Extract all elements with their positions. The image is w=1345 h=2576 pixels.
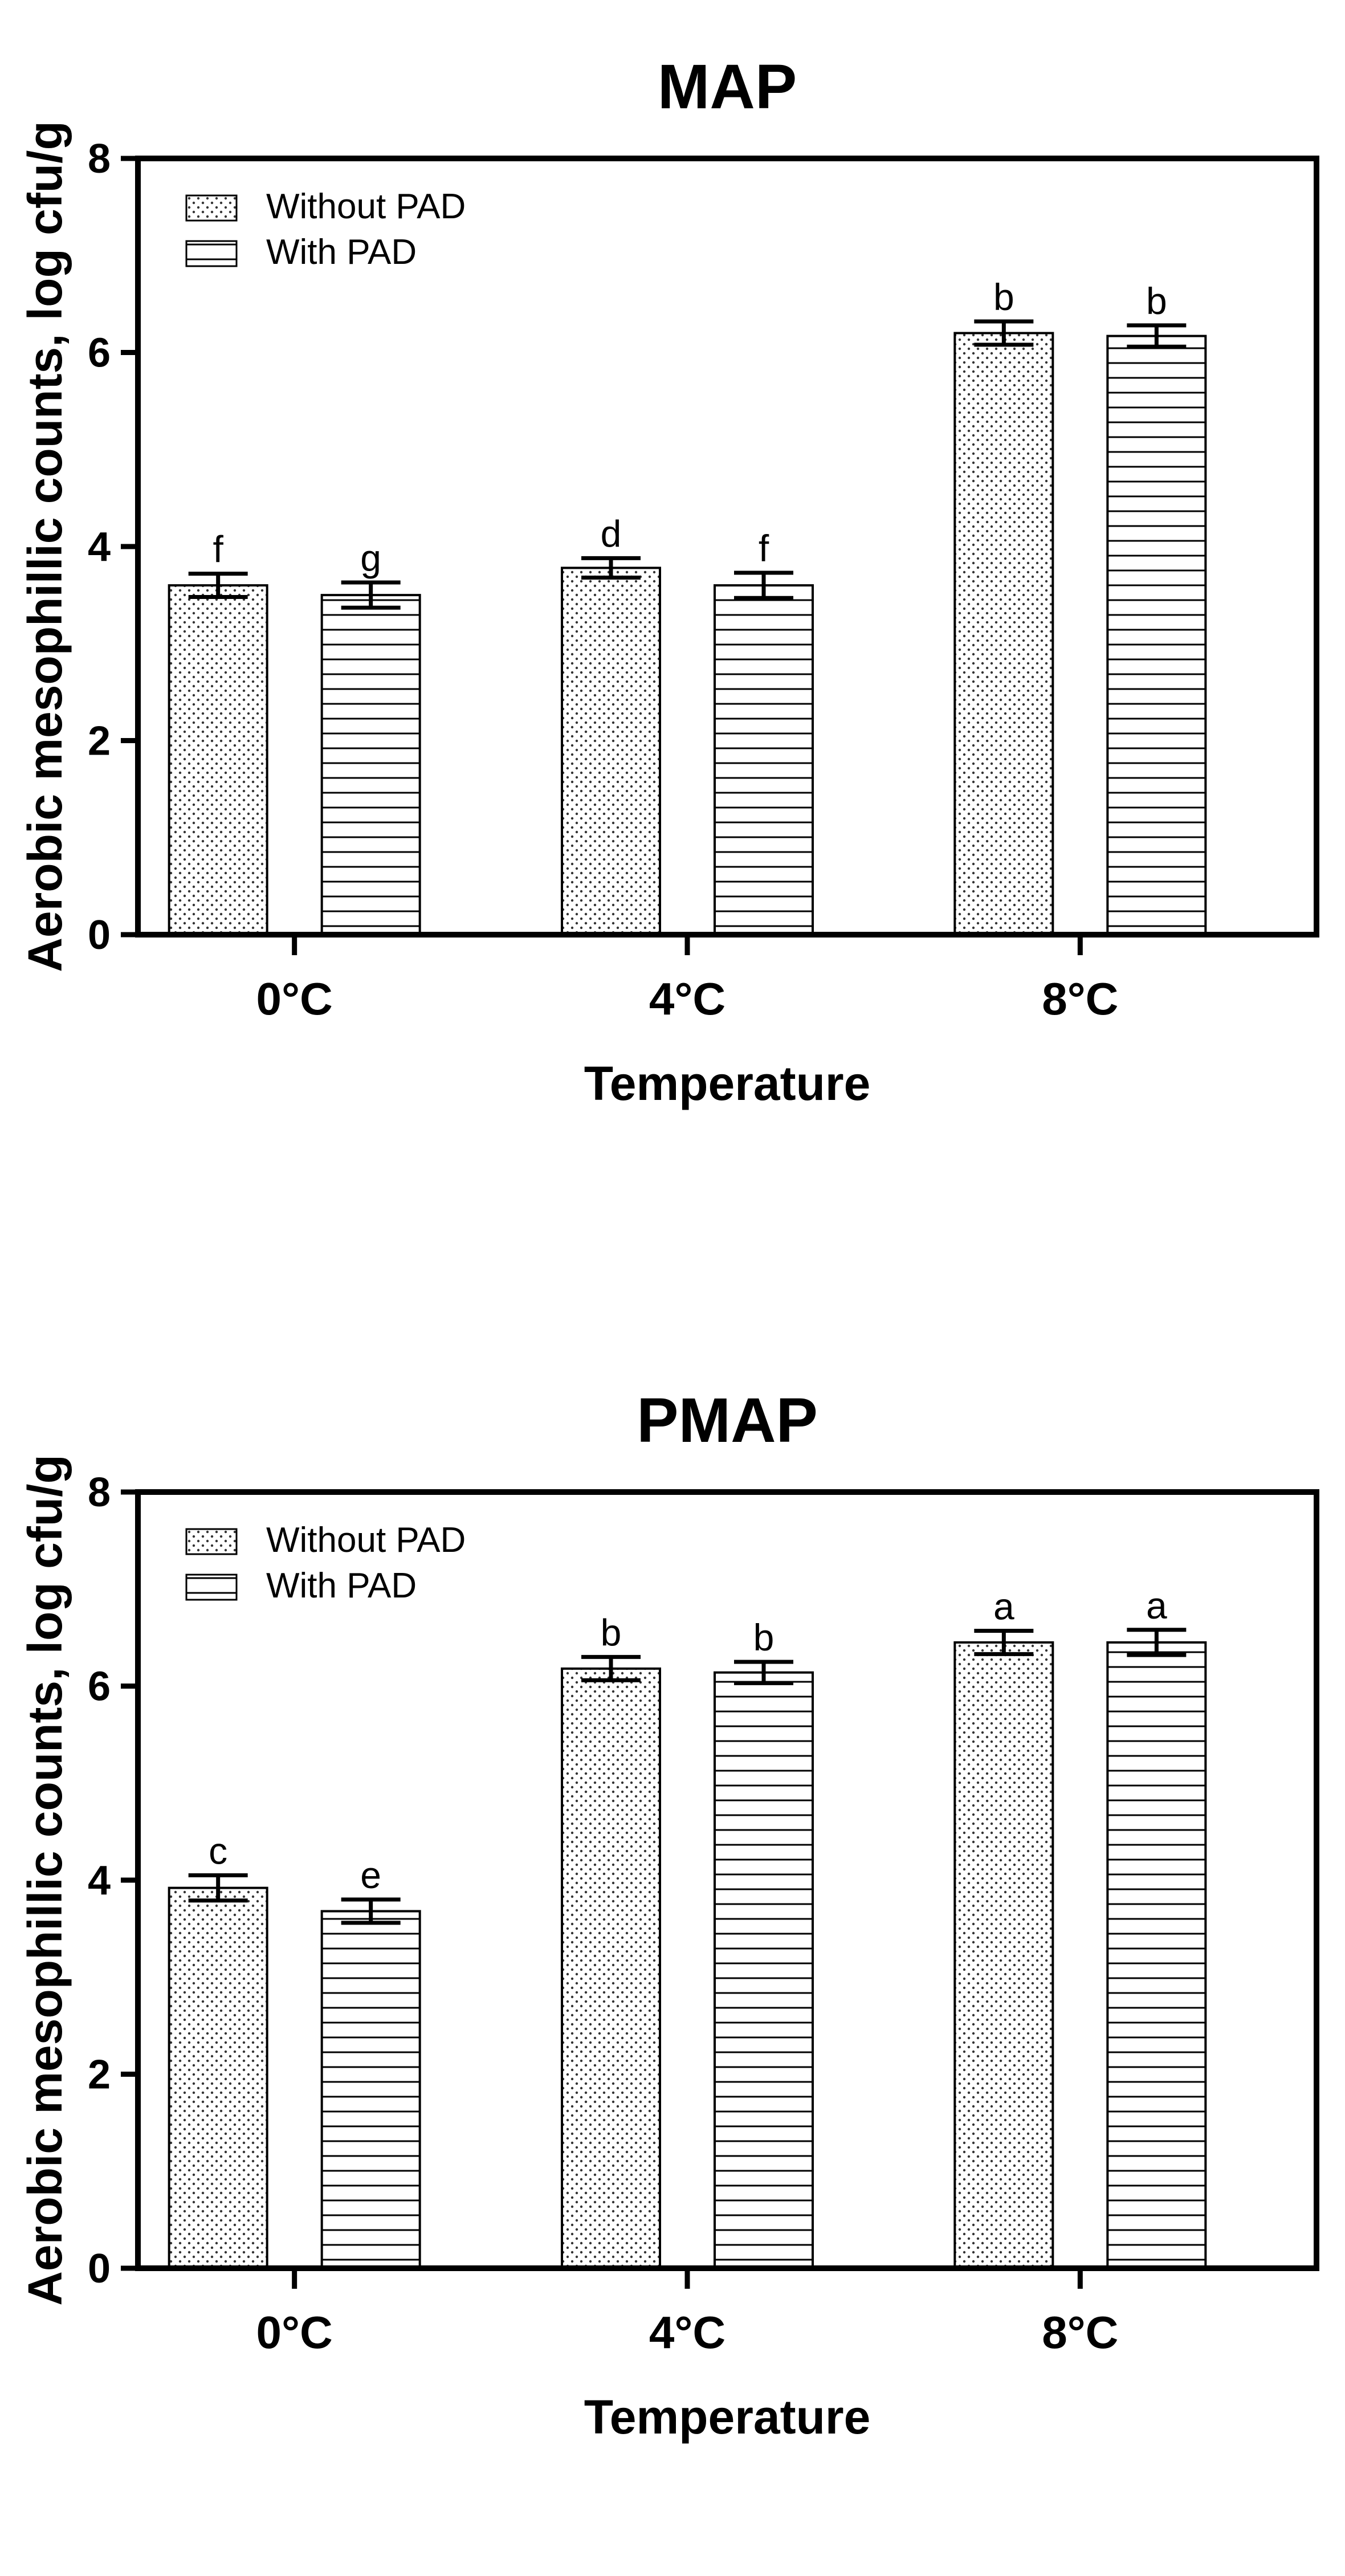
legend-swatch: [185, 1574, 238, 1601]
bar-with-pad-1: [714, 1671, 814, 2269]
significance-label: b: [1146, 280, 1167, 322]
plot-frame: [135, 156, 1319, 938]
legend-swatch: [185, 240, 238, 267]
x-axis-label: Temperature: [584, 1057, 871, 1110]
bar-without-pad-0: [168, 584, 268, 936]
legend-swatch: [185, 1528, 238, 1555]
error-bar: [341, 1897, 401, 1925]
x-tick-label: 8°C: [1042, 2307, 1118, 2358]
x-tick-label: 8°C: [1042, 973, 1118, 1024]
y-axis-label: Aerobic mesophillic counts, log cfu/g: [18, 1454, 72, 2306]
bar-without-pad-1: [561, 1667, 661, 2269]
error-bar: [734, 1660, 793, 1685]
x-tick-label: 4°C: [649, 2307, 726, 2358]
legend: Without PAD With PAD: [185, 1521, 466, 1605]
legend: Without PAD With PAD: [185, 187, 466, 272]
chart-map: MAP Aerobic mesophillic counts, log cfu/g…: [0, 0, 1345, 1242]
y-tick-label: 4: [88, 1858, 111, 1904]
x-tick-label: 0°C: [256, 2307, 333, 2358]
significance-label: f: [759, 527, 769, 569]
bar-without-pad-2: [953, 332, 1054, 936]
bar-without-pad-1: [561, 566, 661, 936]
error-bar: [974, 319, 1034, 347]
error-bar: [581, 556, 641, 580]
y-tick-label: 6: [88, 1664, 111, 1710]
significance-label: b: [993, 276, 1014, 318]
significance-label: e: [360, 1854, 381, 1896]
y-tick-label: 6: [88, 331, 111, 376]
bar-with-pad-0: [320, 594, 421, 936]
significance-label: a: [1146, 1584, 1167, 1627]
error-bar: [188, 572, 248, 600]
bar-with-pad-2: [1106, 335, 1207, 936]
error-bar: [581, 1654, 641, 1682]
chart-svg: MAP Aerobic mesophillic counts, log cfu/g…: [18, 52, 1319, 1110]
significance-label: b: [601, 1611, 622, 1653]
error-bar: [188, 1873, 248, 1903]
bar-without-pad-0: [168, 1886, 268, 2269]
significance-label: a: [993, 1585, 1014, 1627]
error-bar: [1127, 1628, 1187, 1657]
error-bar: [341, 580, 401, 610]
significance-label: g: [360, 537, 381, 579]
x-tick-label: 4°C: [649, 973, 726, 1024]
legend-label: Without PAD: [266, 187, 466, 226]
chart-title: PMAP: [637, 1385, 818, 1456]
legend-label: With PAD: [266, 1566, 417, 1605]
plot-frame: [135, 1489, 1319, 2271]
significance-label: f: [213, 528, 223, 570]
y-tick-label: 8: [88, 136, 111, 182]
bar-with-pad-1: [714, 584, 814, 936]
bar-with-pad-0: [320, 1910, 421, 2269]
legend-label: Without PAD: [266, 1521, 466, 1560]
error-bar: [1127, 323, 1187, 349]
x-tick-label: 0°C: [256, 973, 333, 1024]
y-tick-label: 4: [88, 524, 111, 570]
legend-label: With PAD: [266, 233, 417, 272]
error-bar: [734, 570, 793, 600]
x-axis-label: Temperature: [584, 2390, 871, 2444]
y-axis-label: Aerobic mesophillic counts, log cfu/g: [18, 121, 72, 972]
y-tick-label: 0: [88, 912, 111, 958]
significance-label: c: [209, 1829, 227, 1872]
chart-title: MAP: [658, 52, 797, 122]
bar-with-pad-2: [1106, 1641, 1207, 2270]
significance-label: d: [601, 512, 622, 555]
bar-without-pad-2: [953, 1641, 1054, 2270]
y-tick-label: 0: [88, 2246, 111, 2292]
error-bar: [974, 1628, 1034, 1656]
legend-swatch: [185, 194, 238, 222]
y-tick-label: 2: [88, 2052, 111, 2098]
chart-svg: PMAP Aerobic mesophillic counts, log cfu/…: [18, 1385, 1319, 2444]
y-tick-label: 2: [88, 719, 111, 764]
chart-pmap: PMAP Aerobic mesophillic counts, log cfu/…: [0, 1334, 1345, 2576]
y-tick-label: 8: [88, 1470, 111, 1515]
significance-label: b: [753, 1616, 775, 1658]
